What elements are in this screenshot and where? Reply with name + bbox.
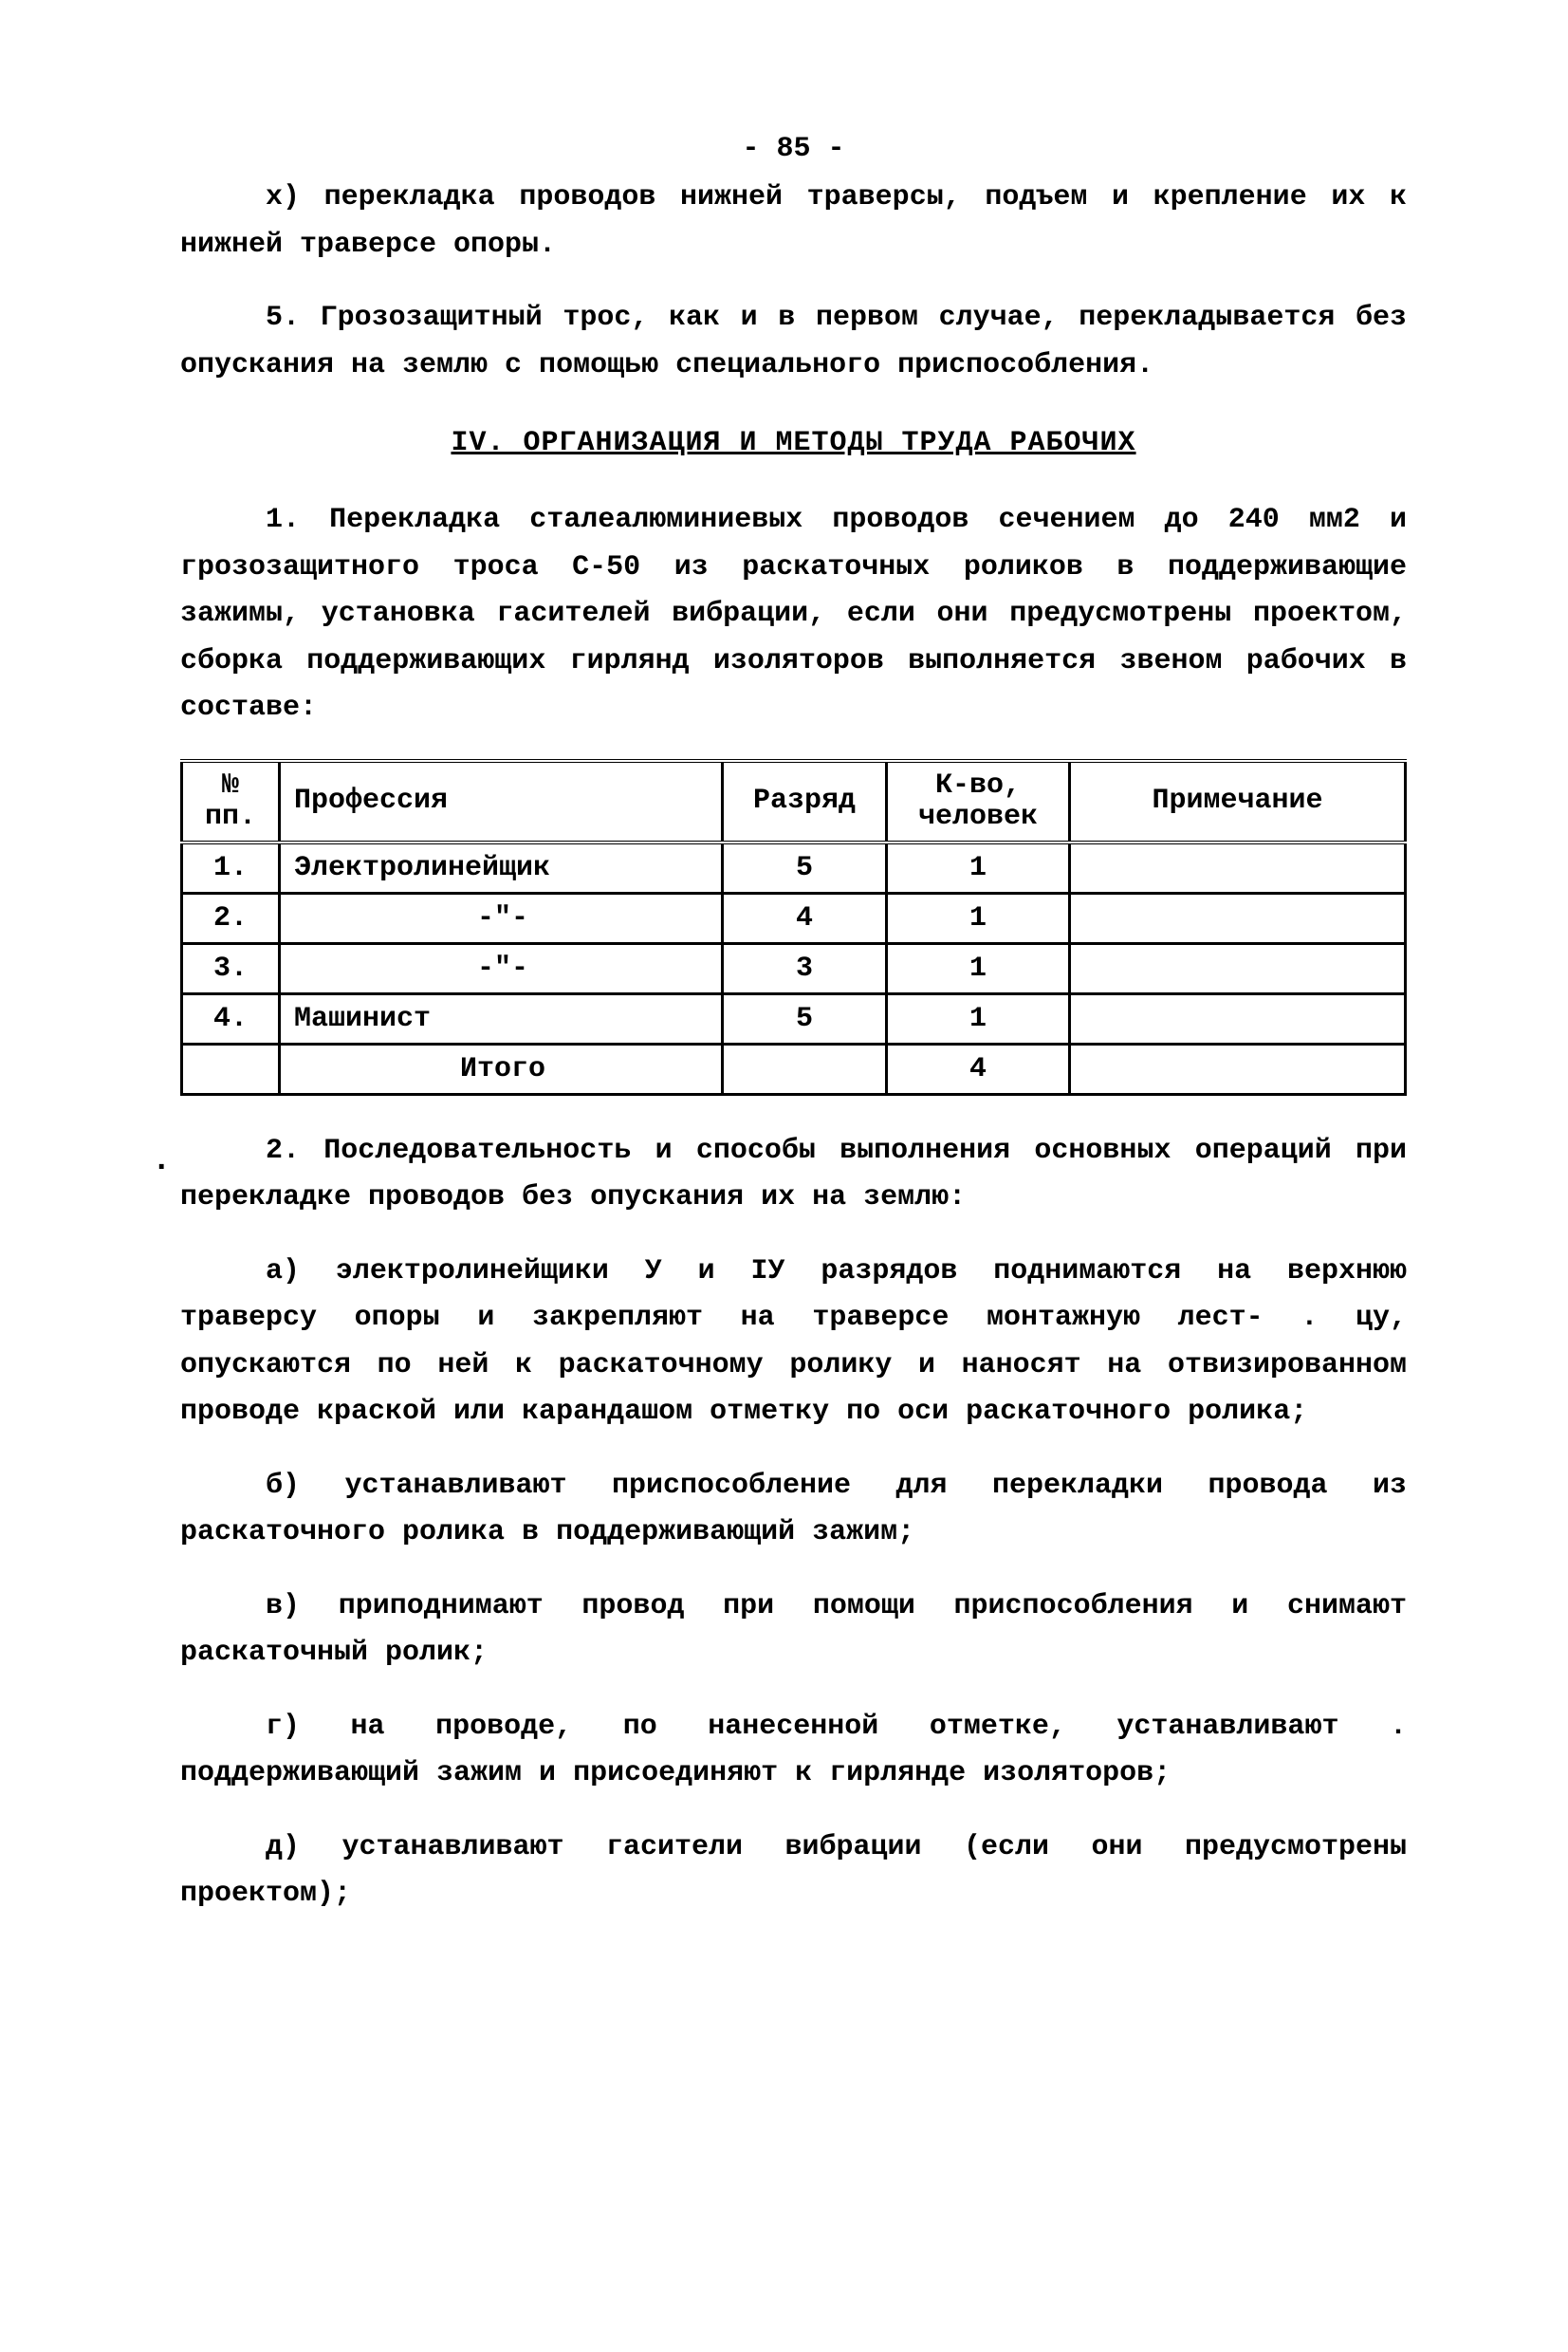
paragraph-iv-2: 2. Последовательность и способы выполнен… [180,1128,1407,1222]
cell-grade: 5 [723,843,887,894]
cell-num: 4. [182,993,280,1044]
header-profession: Профессия [280,761,723,843]
cell-empty [723,1044,887,1094]
section-iv-title: IV. ОРГАНИЗАЦИЯ И МЕТОДЫ ТРУДА РАБОЧИХ [180,427,1407,459]
cell-count: 1 [887,993,1070,1044]
cell-num: 1. [182,843,280,894]
cell-note [1070,943,1406,993]
table-total-row: Итого 4 [182,1044,1406,1094]
item-b: б) устанавливают приспособление для пере… [180,1463,1407,1557]
cell-note [1070,993,1406,1044]
header-grade: Разряд [723,761,887,843]
cell-note [1070,843,1406,894]
cell-count: 1 [887,843,1070,894]
cell-profession: -"- [280,943,723,993]
table-header-row: №пп. Профессия Разряд К-во,человек Приме… [182,761,1406,843]
cell-grade: 5 [723,993,887,1044]
table-row: 1. Электролинейщик 5 1 [182,843,1406,894]
paragraph-5: 5. Грозозащитный трос, как и в первом сл… [180,295,1407,389]
cell-num: 2. [182,893,280,943]
cell-empty [1070,1044,1406,1094]
header-count: К-во,человек [887,761,1070,843]
cell-count: 1 [887,893,1070,943]
item-a: а) электролинейщики У и IУ разрядов подн… [180,1249,1407,1436]
cell-num: 3. [182,943,280,993]
margin-dot: . [152,1143,171,1179]
table-row: 3. -"- 3 1 [182,943,1406,993]
cell-profession: Машинист [280,993,723,1044]
item-g: г) на проводе, по нанесенной отметке, ус… [180,1704,1407,1798]
cell-profession: Электролинейщик [280,843,723,894]
cell-count: 1 [887,943,1070,993]
header-num: №пп. [182,761,280,843]
item-v: в) приподнимают провод при помощи приспо… [180,1583,1407,1677]
table-row: 4. Машинист 5 1 [182,993,1406,1044]
table-row: 2. -"- 4 1 [182,893,1406,943]
header-note: Примечание [1070,761,1406,843]
document-page: - 85 - х) перекладка проводов нижней тра… [0,0,1568,2352]
cell-total-label: Итого [280,1044,723,1094]
paragraph-iv-1: 1. Перекладка сталеалюминиевых проводов … [180,497,1407,732]
cell-grade: 4 [723,893,887,943]
paragraph-x: х) перекладка проводов нижней траверсы, … [180,175,1407,269]
cell-empty [182,1044,280,1094]
composition-table: №пп. Профессия Разряд К-во,человек Приме… [180,759,1407,1096]
cell-total-count: 4 [887,1044,1070,1094]
cell-grade: 3 [723,943,887,993]
cell-note [1070,893,1406,943]
cell-profession: -"- [280,893,723,943]
page-number: - 85 - [180,133,1407,165]
item-d: д) устанавливают гасители вибрации (если… [180,1824,1407,1918]
